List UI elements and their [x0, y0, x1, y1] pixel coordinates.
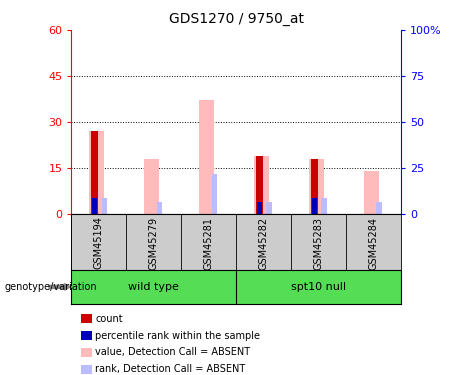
Bar — [157, 201, 162, 214]
Text: GSM45282: GSM45282 — [259, 217, 269, 270]
Text: count: count — [95, 314, 123, 324]
Bar — [91, 131, 98, 214]
Bar — [89, 131, 104, 214]
Bar — [364, 171, 379, 214]
Text: GSM45279: GSM45279 — [149, 217, 159, 270]
Text: GSM45283: GSM45283 — [313, 217, 324, 270]
Text: rank, Detection Call = ABSENT: rank, Detection Call = ABSENT — [95, 364, 246, 374]
Text: wild type: wild type — [129, 282, 179, 292]
Text: percentile rank within the sample: percentile rank within the sample — [95, 331, 260, 340]
Text: genotype/variation: genotype/variation — [5, 282, 97, 292]
Bar — [266, 201, 272, 214]
Bar — [92, 198, 97, 214]
Bar — [312, 198, 317, 214]
Text: value, Detection Call = ABSENT: value, Detection Call = ABSENT — [95, 348, 250, 357]
Title: GDS1270 / 9750_at: GDS1270 / 9750_at — [169, 12, 304, 26]
Bar — [256, 156, 263, 214]
Bar — [102, 198, 107, 214]
Bar — [199, 100, 214, 214]
Bar — [311, 159, 318, 214]
Text: spt10 null: spt10 null — [291, 282, 346, 292]
Text: GSM45284: GSM45284 — [369, 217, 378, 270]
Bar — [376, 201, 382, 214]
Bar — [212, 174, 217, 214]
Text: GSM45281: GSM45281 — [204, 217, 214, 270]
Bar — [309, 159, 324, 214]
Bar — [257, 201, 262, 214]
Bar — [321, 198, 327, 214]
Text: GSM45194: GSM45194 — [94, 217, 104, 269]
Bar — [254, 156, 269, 214]
Bar — [144, 159, 160, 214]
